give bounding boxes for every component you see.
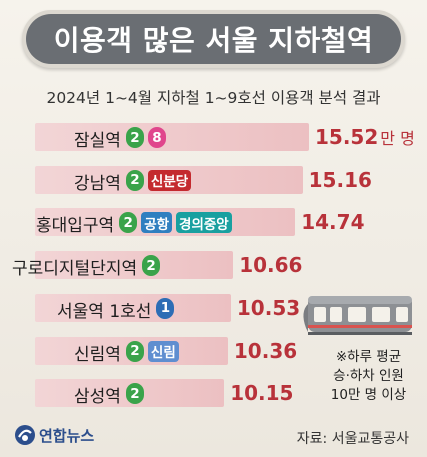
line-badge-6-0: 2 (125, 383, 144, 405)
subtitle: 2024년 1~4월 지하철 1~9호선 이용객 분석 결과 (46, 89, 381, 107)
value-number-2: 14.74 (301, 210, 365, 235)
line-badge-2-2: 경의중앙 (176, 212, 232, 234)
value-number-1: 15.16 (308, 167, 372, 192)
value-number-3: 10.66 (239, 253, 303, 278)
value-label-3: 10.66 (239, 253, 302, 277)
value-number-5: 10.36 (233, 338, 298, 363)
bar-3 (35, 251, 234, 280)
value-label-1: 15.16 (309, 168, 372, 192)
title-banner: 이용객 많은 서울 지하철역 (22, 10, 405, 68)
line-badge-2-0: 2 (119, 212, 138, 234)
yonhap-logo: 연합뉴스 (14, 424, 94, 446)
value-label-2: 14.74 (301, 210, 364, 234)
category-label-1: 강남역 (74, 173, 121, 194)
yonhap-logo-icon (15, 425, 35, 445)
page-title: 이용객 많은 서울 지하철역 (26, 14, 401, 64)
category-label-5: 신림역 (74, 344, 121, 365)
line-badge-5-1: 신림 (147, 340, 179, 362)
value-label-0: 15.52 만 명 (315, 125, 415, 149)
line-badge-2-1: 공항 (141, 212, 173, 234)
train-icon (300, 282, 415, 342)
line-badge-0-0: 2 (125, 127, 144, 148)
line-badge-0-1: 8 (147, 127, 166, 148)
unit-label: 만 명 (380, 129, 415, 148)
value-number-4: 10.53 (236, 295, 301, 320)
source-text: 자료: 서울교통공사 (296, 431, 409, 447)
value-label-4: 10.53 (237, 296, 300, 320)
note-line-2: 승·하차 인원 (333, 368, 404, 384)
bar-4 (35, 293, 231, 322)
logo-text: 연합뉴스 (39, 426, 95, 445)
line-badge-1-0: 2 (125, 169, 144, 191)
value-label-5: 10.36 (234, 339, 297, 363)
bar-0 (35, 123, 309, 151)
value-label-6: 10.15 (230, 381, 293, 405)
line-badge-5-0: 2 (125, 340, 144, 362)
category-label-4: 서울역 1호선 (57, 301, 152, 322)
note-text: ※하루 평균 승·하차 인원 10만 명 이상 (316, 348, 421, 405)
category-label-0: 잠실역 (74, 131, 121, 151)
category-label-6: 삼성역 (74, 387, 121, 408)
note-line-3: 10만 명 이상 (330, 387, 407, 403)
category-label-2: 홍대입구역 (36, 216, 115, 237)
line-badge-1-1: 신분당 (147, 169, 192, 191)
category-label-3: 구로디지털단지역 (12, 259, 138, 280)
line-badge-4-0: 1 (156, 297, 175, 319)
line-badge-3-0: 2 (142, 255, 161, 277)
value-number-0: 15.52 (315, 125, 379, 149)
value-number-6: 10.15 (230, 381, 294, 406)
note-line-1: ※하루 평균 (335, 349, 402, 365)
